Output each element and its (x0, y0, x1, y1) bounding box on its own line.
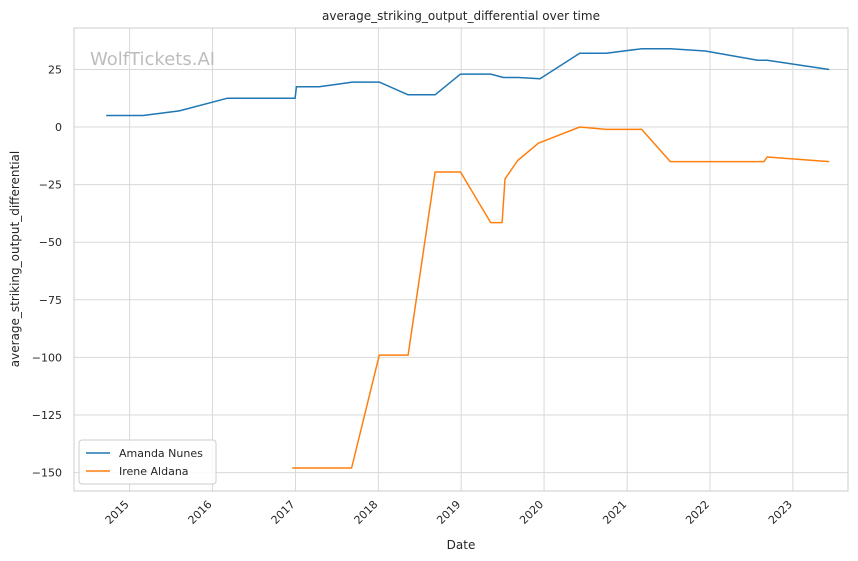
plot-frame (73, 27, 849, 492)
grid (74, 28, 848, 491)
y-tick-label: −100 (32, 351, 62, 364)
y-tick-label: 25 (48, 63, 62, 76)
y-tick-label: −75 (39, 294, 62, 307)
x-tick-label: 2015 (103, 498, 132, 527)
y-tick-label: −50 (39, 236, 62, 249)
series-group (106, 47, 830, 469)
y-axis-ticks: 25 0 −25 −50 −75 −100 −125 −150 (32, 63, 62, 479)
x-tick-label: 2017 (269, 498, 298, 527)
x-tick-label: 2016 (186, 498, 215, 527)
x-tick-label: 2022 (683, 498, 712, 527)
x-axis-label: Date (447, 538, 476, 552)
legend: Amanda Nunes Irene Aldana (78, 439, 217, 485)
x-axis-ticks: 2015 2016 2017 2018 2019 2020 2021 2022 2023 (103, 498, 795, 527)
x-tick-label: 2018 (352, 498, 381, 527)
x-tick-label: 2020 (517, 498, 546, 527)
series-line-irene-aldana (292, 126, 830, 469)
legend-box (78, 439, 217, 485)
x-tick-label: 2019 (434, 498, 463, 527)
y-tick-label: 0 (55, 121, 62, 134)
y-tick-label: −150 (32, 467, 62, 480)
chart-title: average_striking_output_differential ove… (322, 9, 600, 23)
y-tick-label: −125 (32, 409, 62, 422)
y-axis-label: average_striking_output_differential (8, 151, 22, 367)
legend-label-irene-aldana: Irene Aldana (119, 465, 189, 478)
legend-label-amanda-nunes: Amanda Nunes (119, 447, 203, 460)
x-tick-label: 2023 (766, 498, 795, 527)
watermark: WolfTickets.AI (90, 49, 215, 70)
y-tick-label: −25 (39, 179, 62, 192)
x-tick-label: 2021 (600, 498, 629, 527)
series-line-amanda-nunes (106, 47, 830, 117)
